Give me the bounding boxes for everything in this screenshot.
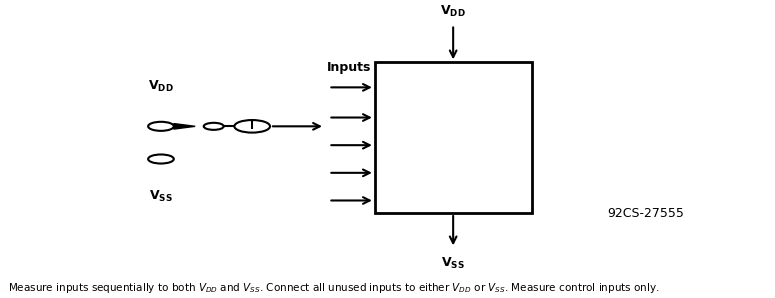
Circle shape (204, 123, 224, 130)
Text: Measure inputs sequentially to both $V_{DD}$ and $V_{SS}$. Connect all unused in: Measure inputs sequentially to both $V_{… (8, 281, 660, 295)
Text: $\mathbf{V_{DD}}$: $\mathbf{V_{DD}}$ (148, 79, 174, 94)
Circle shape (148, 122, 174, 131)
Polygon shape (174, 124, 195, 129)
Text: $\mathbf{V_{DD}}$: $\mathbf{V_{DD}}$ (440, 4, 466, 19)
Text: Inputs: Inputs (327, 60, 371, 74)
Text: I: I (250, 121, 254, 131)
Text: $\mathbf{V_{SS}}$: $\mathbf{V_{SS}}$ (441, 256, 465, 271)
Text: $\mathbf{V_{SS}}$: $\mathbf{V_{SS}}$ (149, 189, 173, 204)
Circle shape (148, 154, 174, 164)
Text: 92CS-27555: 92CS-27555 (607, 207, 684, 220)
Circle shape (234, 120, 270, 133)
Bar (375, 62, 532, 213)
